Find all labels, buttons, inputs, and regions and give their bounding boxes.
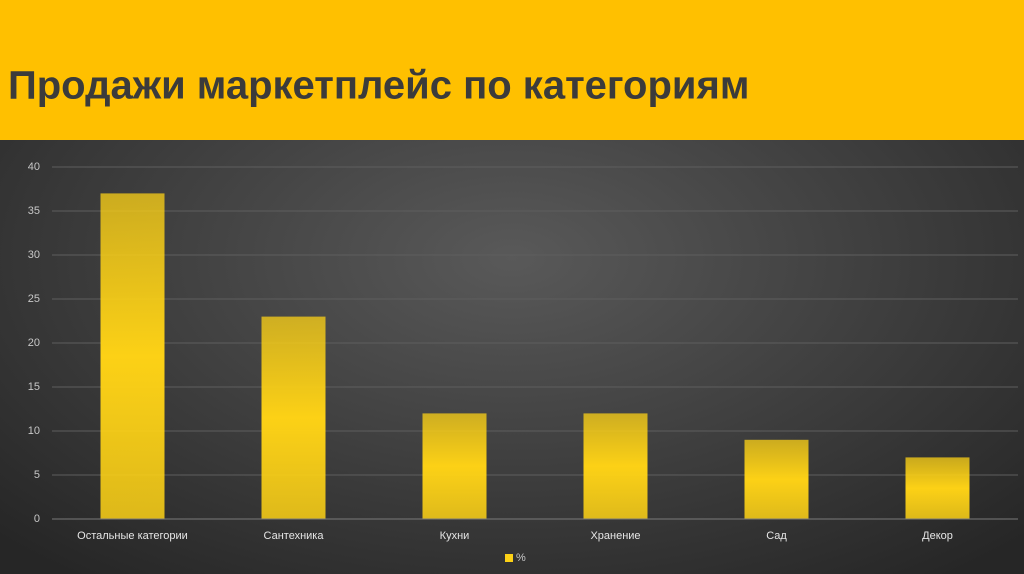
y-tick-label: 5 [34, 469, 40, 481]
bar [905, 457, 970, 519]
y-tick-label: 40 [28, 161, 40, 173]
x-tick-label: Сантехника [264, 530, 325, 542]
header-band [0, 0, 1024, 140]
chart-title: Продажи маркетплейс по категориям [8, 64, 749, 108]
x-tick-label: Декор [922, 530, 953, 542]
x-tick-label: Кухни [440, 530, 470, 542]
y-tick-label: 0 [34, 513, 40, 525]
bar [100, 193, 165, 519]
bar [744, 439, 809, 519]
y-tick-label: 15 [28, 381, 40, 393]
legend-label: % [516, 552, 526, 564]
x-tick-label: Остальные категории [77, 530, 188, 542]
bar [261, 316, 326, 519]
y-tick-label: 35 [28, 205, 40, 217]
y-tick-label: 25 [28, 293, 40, 305]
bar [422, 413, 487, 519]
y-tick-label: 10 [28, 425, 40, 437]
x-tick-label: Сад [766, 530, 787, 542]
y-tick-label: 20 [28, 337, 40, 349]
bar [583, 413, 648, 519]
y-tick-label: 30 [28, 249, 40, 261]
legend-swatch [505, 554, 513, 562]
x-tick-label: Хранение [590, 530, 640, 542]
